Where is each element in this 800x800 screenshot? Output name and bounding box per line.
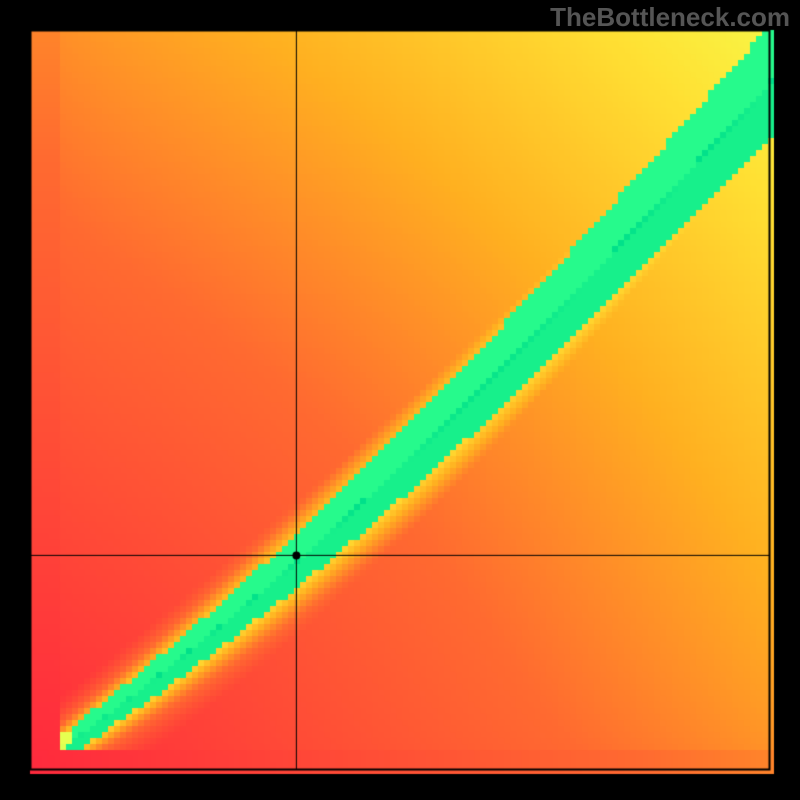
chart-container: TheBottleneck.com [0, 0, 800, 800]
bottleneck-heatmap [0, 0, 800, 800]
watermark-text: TheBottleneck.com [550, 2, 790, 33]
